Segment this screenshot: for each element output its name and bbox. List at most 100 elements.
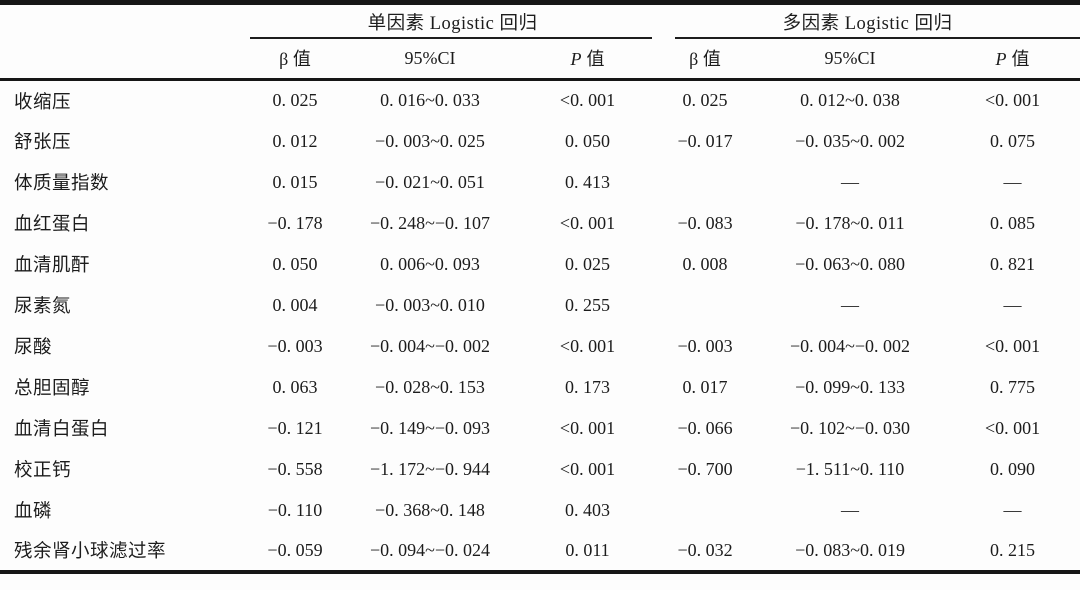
multi-beta-cell: −0. 017	[677, 130, 733, 151]
row-label: 收缩压	[14, 92, 72, 113]
uni-ci-cell: −0. 003~0. 025	[375, 130, 485, 151]
uni-p-cell: 0. 403	[565, 499, 610, 520]
table-row: 校正钙 −0. 558 −1. 172~−0. 944 <0. 001 −0. …	[0, 449, 1080, 490]
multi-p-cell: —	[1003, 294, 1022, 315]
uni-ci-cell: 0. 016~0. 033	[380, 90, 480, 111]
uni-p-cell: 0. 255	[565, 294, 610, 315]
corner-cell	[0, 38, 250, 81]
row-label: 体质量指数	[14, 174, 110, 194]
group-header-row: 单因素 Logistic 回归 多因素 Logistic 回归	[0, 3, 1080, 39]
table-row: 体质量指数 0. 015 −0. 021~0. 051 0. 413 — —	[0, 162, 1080, 203]
uni-ci-cell: 0. 006~0. 093	[380, 253, 480, 274]
uni-beta-cell: 0. 015	[272, 171, 318, 192]
uni-ci-cell: −0. 149~−0. 093	[369, 417, 491, 438]
row-label: 尿酸	[14, 338, 53, 358]
multi-ci-cell: −0. 102~−0. 030	[789, 417, 911, 438]
multi-beta-cell	[655, 285, 755, 326]
uni-beta-cell: −0. 059	[267, 539, 323, 560]
uni-p-cell: <0. 001	[559, 458, 616, 479]
multi-p-cell: <0. 001	[984, 90, 1041, 111]
multi-ci-cell: −0. 035~0. 002	[795, 130, 905, 151]
multi-p-cell: 0. 090	[990, 458, 1036, 479]
multi-beta-cell	[655, 490, 755, 531]
uni-p-cell: <0. 001	[559, 335, 616, 356]
table-row: 残余肾小球滤过率 −0. 059 −0. 094~−0. 024 0. 011 …	[0, 531, 1080, 572]
uni-beta-cell: −0. 121	[267, 417, 323, 438]
uni-beta-cell: −0. 110	[267, 499, 323, 520]
uni-beta-cell: 0. 012	[272, 130, 318, 151]
row-label: 尿素氮	[14, 297, 72, 317]
univariate-group-header: 单因素 Logistic 回归	[250, 3, 655, 39]
multi-beta-cell	[655, 162, 755, 203]
table-row: 舒张压 0. 012 −0. 003~0. 025 0. 050 −0. 017…	[0, 121, 1080, 162]
multi-p-cell: 0. 821	[990, 253, 1036, 274]
table-row: 尿酸 −0. 003 −0. 004~−0. 002 <0. 001 −0. 0…	[0, 326, 1080, 367]
multi-p-cell: 0. 085	[990, 212, 1036, 233]
uni-beta-cell: −0. 558	[267, 458, 323, 479]
multi-p-cell: <0. 001	[984, 417, 1041, 438]
multi-ci-cell: 0. 012~0. 038	[800, 90, 900, 111]
uni-ci-cell: −0. 368~0. 148	[375, 499, 485, 520]
uni-beta-cell: −0. 003	[267, 335, 323, 356]
multi-beta-cell: −0. 700	[677, 458, 733, 479]
multi-beta-header: β 值	[655, 38, 756, 81]
multi-ci-cell: —	[841, 294, 860, 315]
multi-p-cell: 0. 075	[990, 130, 1036, 151]
row-label: 总胆固醇	[14, 379, 91, 399]
uni-beta-cell: 0. 004	[272, 294, 318, 315]
table-row: 血磷 −0. 110 −0. 368~0. 148 0. 403 — —	[0, 490, 1080, 531]
uni-ci-cell: −0. 021~0. 051	[375, 171, 485, 192]
table-row: 血清白蛋白 −0. 121 −0. 149~−0. 093 <0. 001 −0…	[0, 408, 1080, 449]
uni-p-cell: <0. 001	[559, 212, 616, 233]
multi-ci-cell: −0. 063~0. 080	[795, 253, 905, 274]
multi-p-cell: <0. 001	[984, 335, 1041, 356]
regression-table: 单因素 Logistic 回归 多因素 Logistic 回归 β 值 95%C…	[0, 0, 1080, 574]
multi-ci-cell: −1. 511~0. 110	[795, 458, 905, 479]
uni-beta-cell: 0. 025	[272, 90, 318, 111]
multi-ci-header: 95%CI	[755, 38, 946, 81]
multi-p-cell: —	[1003, 499, 1022, 520]
row-label: 舒张压	[14, 133, 72, 153]
multi-beta-cell: −0. 083	[677, 212, 733, 233]
row-label: 血清白蛋白	[14, 420, 110, 440]
uni-beta-cell: −0. 178	[267, 212, 323, 233]
uni-p-cell: <0. 001	[559, 417, 616, 438]
table-row: 血红蛋白 −0. 178 −0. 248~−0. 107 <0. 001 −0.…	[0, 203, 1080, 244]
multivariate-group-header: 多因素 Logistic 回归	[655, 3, 1080, 39]
p-italic-letter: P	[570, 49, 582, 70]
p-italic-letter: P	[995, 49, 1007, 70]
uni-beta-header: β 值	[250, 38, 340, 81]
uni-p-cell: 0. 413	[565, 171, 610, 192]
uni-p-cell: <0. 001	[559, 90, 616, 111]
uni-p-cell: 0. 173	[565, 376, 610, 397]
uni-beta-cell: 0. 063	[272, 376, 318, 397]
row-label: 血磷	[14, 502, 53, 522]
multi-p-cell: —	[1003, 171, 1022, 192]
uni-ci-cell: −0. 003~0. 010	[375, 294, 485, 315]
multi-ci-cell: —	[841, 499, 860, 520]
row-label: 残余肾小球滤过率	[14, 542, 167, 562]
row-label: 血红蛋白	[14, 215, 91, 235]
table-row: 总胆固醇 0. 063 −0. 028~0. 153 0. 173 0. 017…	[0, 367, 1080, 408]
multi-p-cell: 0. 775	[990, 376, 1036, 397]
table-row: 收缩压 0. 025 0. 016~0. 033 <0. 001 0. 025 …	[0, 80, 1080, 121]
uni-ci-cell: −0. 028~0. 153	[375, 376, 485, 397]
table-row: 血清肌酐 0. 050 0. 006~0. 093 0. 025 0. 008 …	[0, 244, 1080, 285]
multi-beta-cell: −0. 003	[677, 335, 733, 356]
row-label: 血清肌酐	[14, 256, 91, 276]
uni-beta-cell: 0. 050	[272, 253, 318, 274]
p-word: 值	[1011, 49, 1030, 70]
multi-ci-cell: −0. 099~0. 133	[795, 376, 905, 397]
multi-beta-cell: 0. 017	[682, 376, 728, 397]
uni-p-cell: 0. 025	[565, 253, 610, 274]
uni-ci-cell: −0. 004~−0. 002	[369, 335, 491, 356]
multi-ci-cell: —	[841, 171, 860, 192]
uni-p-cell: 0. 011	[565, 539, 610, 560]
table-row: 尿素氮 0. 004 −0. 003~0. 010 0. 255 — —	[0, 285, 1080, 326]
multi-ci-cell: −0. 083~0. 019	[795, 539, 905, 560]
multi-beta-cell: 0. 008	[682, 253, 728, 274]
corner-cell	[0, 3, 250, 39]
